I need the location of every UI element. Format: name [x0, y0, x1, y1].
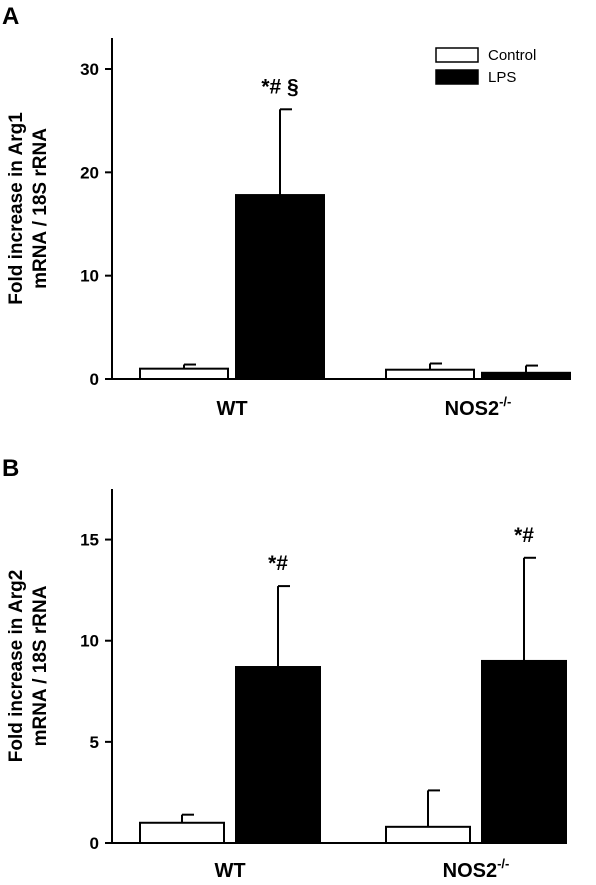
legend-label: Control — [488, 47, 536, 64]
significance-label: *# — [268, 552, 288, 575]
y-tick-label: 0 — [90, 834, 99, 853]
category-name: NOS2 — [445, 398, 499, 420]
x-category-label: NOS2-/- — [445, 394, 512, 420]
category-superscript: -/- — [499, 394, 511, 409]
y-tick-label: 10 — [80, 632, 99, 651]
significance-label: *# § — [261, 75, 298, 98]
category-name: WT — [214, 860, 245, 882]
chart-panel-b: B Fold increase in Arg2 mRNA / 18S rRNA 0 5 1… — [2, 455, 567, 882]
panel-label: B — [2, 455, 19, 482]
y-axis-label-line2: mRNA / 18S rRNA — [30, 128, 51, 289]
legend-swatch-control — [435, 47, 479, 63]
x-category-label: NOS2-/- — [443, 856, 510, 882]
bar-control-0 — [139, 367, 229, 380]
legend-swatch-lps — [435, 69, 479, 85]
panel-label: A — [2, 3, 19, 30]
significance-label: *# — [514, 524, 534, 547]
y-tick-label: 15 — [80, 531, 99, 550]
legend-label: LPS — [488, 69, 516, 86]
y-tick-label: 30 — [80, 60, 99, 79]
y-tick-label: 5 — [90, 733, 99, 752]
bar-lps-0 — [235, 194, 325, 380]
bar-control-1 — [385, 368, 475, 381]
y-tick-label: 20 — [80, 163, 99, 182]
category-superscript: -/- — [497, 856, 509, 871]
y-axis-label: Fold increase in Arg1 — [6, 112, 27, 305]
category-name: WT — [216, 398, 247, 420]
bar-control-0 — [139, 821, 225, 844]
category-name: NOS2 — [443, 860, 497, 882]
y-tick-label: 10 — [80, 267, 99, 286]
x-category-label: WT — [214, 860, 245, 882]
bar-lps-1 — [481, 371, 571, 380]
legend: Control LPS — [435, 47, 536, 86]
y-axis-label-line2: mRNA / 18S rRNA — [30, 585, 51, 746]
bar-lps-1 — [481, 659, 567, 845]
chart-panel-a: A Fold increase in Arg1 mRNA / 18S rRNA 0 10… — [2, 3, 571, 420]
y-axis-label: Fold increase in Arg2 — [6, 570, 27, 763]
y-tick-label: 0 — [90, 370, 99, 389]
bar-lps-0 — [235, 666, 321, 844]
x-category-label: WT — [216, 398, 247, 420]
bar-control-1 — [385, 825, 471, 844]
